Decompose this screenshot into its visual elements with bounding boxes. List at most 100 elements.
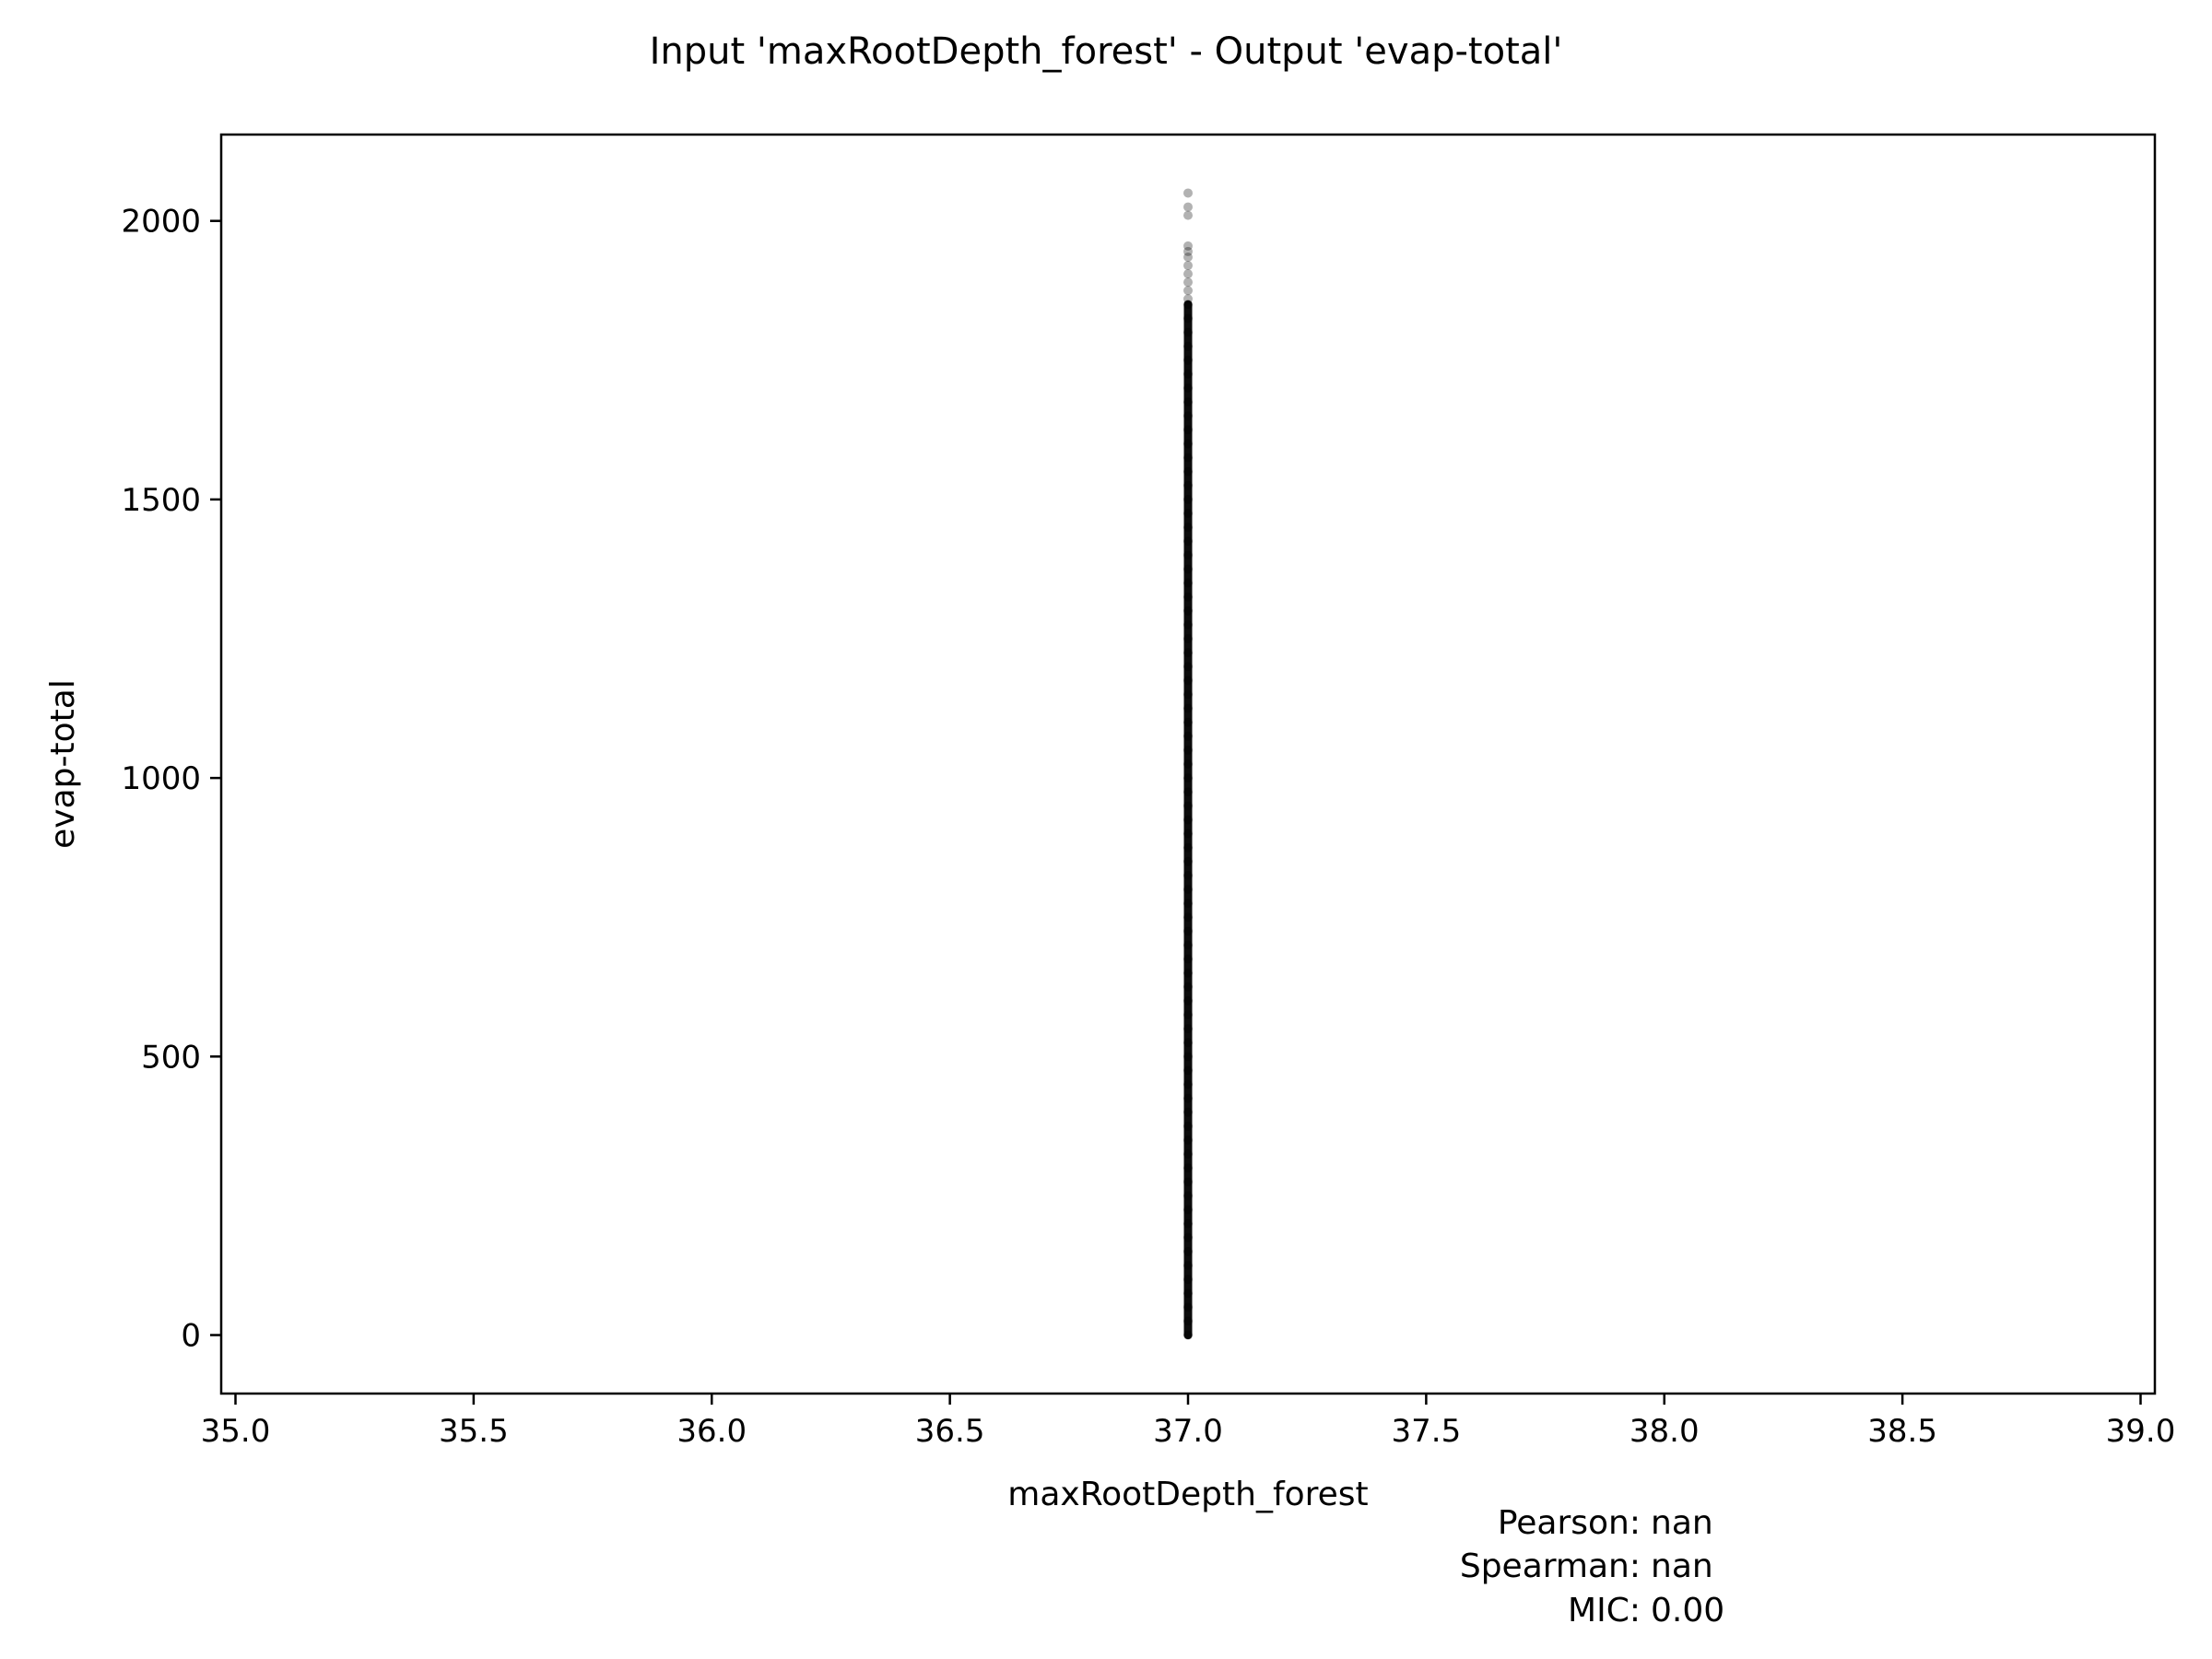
scatter-point <box>1183 480 1193 490</box>
spearman-label: Spearman: <box>1460 1547 1641 1585</box>
scatter-point <box>1183 995 1193 1006</box>
scatter-point <box>1183 1205 1193 1215</box>
scatter-point <box>1183 982 1193 992</box>
scatter-point <box>1183 1288 1193 1299</box>
scatter-point <box>1183 210 1193 220</box>
scatter-point <box>1183 550 1193 560</box>
scatter-point <box>1183 731 1193 741</box>
scatter-point <box>1183 815 1193 825</box>
scatter-point <box>1183 252 1193 262</box>
scatter-point <box>1183 494 1193 504</box>
scatter-point <box>1183 1275 1193 1285</box>
scatter-point <box>1183 1246 1193 1256</box>
scatter-point <box>1183 899 1193 909</box>
scatter-point <box>1183 286 1193 296</box>
scatter-point <box>1183 383 1193 394</box>
scatter-point <box>1183 787 1193 797</box>
scatter-point <box>1183 1330 1193 1340</box>
x-tick-label: 37.0 <box>1153 1413 1223 1450</box>
spearman-value: nan <box>1651 1547 1713 1585</box>
scatter-point <box>1183 355 1193 365</box>
scatter-point <box>1183 662 1193 672</box>
scatter-point <box>1183 300 1193 310</box>
scatter-point <box>1183 1038 1193 1048</box>
scatter-point <box>1183 523 1193 533</box>
scatter-point <box>1183 425 1193 435</box>
scatter-point <box>1183 1052 1193 1062</box>
y-axis-label: evap-total <box>44 679 82 849</box>
scatter-point <box>1183 202 1193 212</box>
scatter-point <box>1183 536 1193 547</box>
scatter-point <box>1183 1065 1193 1076</box>
y-tick-label: 2000 <box>121 204 201 241</box>
scatter-point <box>1183 397 1193 407</box>
scatter-point <box>1183 269 1193 279</box>
scatter-point <box>1183 676 1193 686</box>
scatter-point <box>1183 703 1193 713</box>
scatter-point <box>1183 1024 1193 1034</box>
scatter-point <box>1183 773 1193 783</box>
scatter-point <box>1183 313 1193 324</box>
scatter-point <box>1183 717 1193 727</box>
scatter-point <box>1183 453 1193 463</box>
scatter-point <box>1183 940 1193 950</box>
scatter-point <box>1183 842 1193 853</box>
stats-annotation: Pearson: nan Spearman: nan MIC: 0.00 <box>1460 1504 1724 1630</box>
y-axis-ticks: 0 500 1000 1500 2000 <box>121 204 221 1355</box>
scatter-point <box>1183 1218 1193 1229</box>
y-tick-label: 500 <box>141 1039 201 1076</box>
scatter-point <box>1183 1009 1193 1019</box>
y-tick-label: 1000 <box>121 760 201 797</box>
scatter-point <box>1183 466 1193 477</box>
scatter-point <box>1183 1302 1193 1312</box>
x-axis-ticks: 35.0 35.5 36.0 36.5 37.0 37.5 38.0 38.5 39.0 <box>201 1394 2176 1450</box>
scatter-point <box>1183 1149 1193 1159</box>
scatter-point <box>1183 369 1193 379</box>
scatter-point <box>1183 1191 1193 1201</box>
scatter-point <box>1183 619 1193 629</box>
x-tick-label: 37.5 <box>1392 1413 1462 1450</box>
scatter-point <box>1183 1135 1193 1145</box>
scatter-point <box>1183 578 1193 588</box>
x-tick-label: 35.5 <box>439 1413 509 1450</box>
scatter-point <box>1183 246 1193 256</box>
scatter-point <box>1183 648 1193 658</box>
y-tick-label: 0 <box>181 1318 201 1355</box>
scatter-point <box>1183 294 1193 304</box>
scatter-point <box>1183 1093 1193 1103</box>
scatter-point <box>1183 1121 1193 1131</box>
mic-value: 0.00 <box>1651 1592 1724 1630</box>
scatter-point <box>1183 829 1193 839</box>
scatter-point <box>1183 954 1193 964</box>
x-tick-label: 38.5 <box>1867 1413 1937 1450</box>
scatter-point <box>1183 509 1193 519</box>
scatter-point <box>1183 1079 1193 1089</box>
scatter-point <box>1183 759 1193 769</box>
x-tick-label: 38.0 <box>1630 1413 1700 1450</box>
scatter-point <box>1183 870 1193 880</box>
scatter-point <box>1183 1163 1193 1173</box>
scatter-point <box>1183 1107 1193 1117</box>
scatter-point <box>1183 411 1193 421</box>
scatter-point <box>1183 592 1193 602</box>
scatter-point <box>1183 801 1193 811</box>
y-tick-label: 1500 <box>121 482 201 519</box>
scatter-point <box>1183 968 1193 978</box>
plot-area <box>1183 188 1193 1340</box>
scatter-point <box>1183 341 1193 351</box>
scatter-point <box>1183 261 1193 271</box>
scatter-point <box>1183 1232 1193 1242</box>
scatter-point <box>1183 926 1193 936</box>
x-tick-label: 39.0 <box>2106 1413 2176 1450</box>
x-axis-label: maxRootDepth_forest <box>1007 1476 1368 1513</box>
x-tick-label: 36.5 <box>915 1413 985 1450</box>
x-tick-label: 35.0 <box>201 1413 271 1450</box>
scatter-point <box>1183 1316 1193 1326</box>
scatter-point <box>1183 884 1193 894</box>
scatter-point <box>1183 277 1193 288</box>
pearson-label: Pearson: <box>1498 1504 1641 1542</box>
scatter-point <box>1183 856 1193 866</box>
scatter-point <box>1183 745 1193 755</box>
